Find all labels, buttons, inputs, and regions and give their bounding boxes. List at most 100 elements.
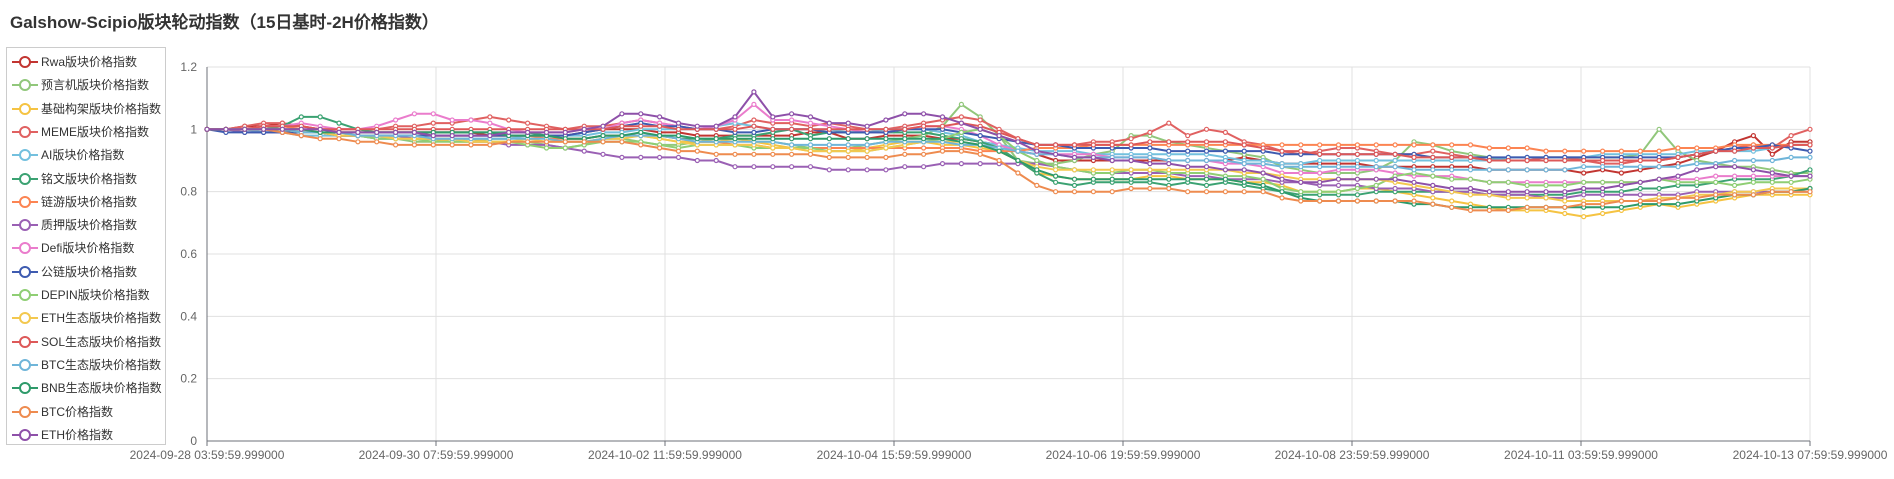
data-point bbox=[1524, 192, 1530, 198]
data-point bbox=[619, 126, 625, 132]
series-line bbox=[207, 115, 1811, 196]
data-point bbox=[374, 129, 380, 135]
data-point bbox=[298, 129, 304, 135]
legend-item[interactable]: SOL生态版块价格指数 bbox=[7, 332, 165, 352]
legend-item[interactable]: BNB生态版块价格指数 bbox=[7, 378, 165, 398]
data-point bbox=[562, 133, 568, 139]
data-point bbox=[1203, 182, 1210, 188]
data-point bbox=[807, 126, 814, 132]
data-point bbox=[638, 133, 644, 139]
data-point bbox=[977, 142, 983, 148]
data-point bbox=[1034, 151, 1040, 157]
data-point bbox=[1052, 157, 1059, 164]
data-point bbox=[524, 142, 531, 148]
data-point bbox=[1618, 182, 1625, 188]
data-point bbox=[883, 145, 889, 151]
data-point bbox=[581, 136, 587, 142]
data-point bbox=[1543, 195, 1549, 201]
legend-item[interactable]: 预言机版块价格指数 bbox=[7, 75, 165, 95]
data-point bbox=[223, 126, 229, 132]
data-point bbox=[1731, 139, 1738, 145]
legend-item[interactable]: Rwa版块价格指数 bbox=[7, 52, 165, 72]
data-point bbox=[1015, 136, 1021, 142]
data-point bbox=[902, 126, 908, 132]
data-point bbox=[1486, 192, 1493, 198]
data-point bbox=[543, 129, 550, 135]
legend-marker-icon bbox=[12, 125, 38, 138]
data-point bbox=[1505, 145, 1511, 151]
data-point bbox=[1034, 151, 1040, 157]
data-point bbox=[1637, 179, 1643, 185]
data-point bbox=[1486, 167, 1493, 173]
data-point bbox=[468, 139, 474, 145]
data-point bbox=[1279, 164, 1285, 170]
data-point bbox=[1675, 151, 1681, 157]
data-point bbox=[543, 139, 550, 145]
data-point bbox=[562, 139, 568, 145]
data-point bbox=[732, 123, 738, 129]
data-point bbox=[958, 120, 965, 126]
data-point bbox=[600, 123, 606, 129]
data-point bbox=[1505, 167, 1511, 173]
legend-item[interactable]: BTC价格指数 bbox=[7, 402, 165, 422]
data-point bbox=[939, 123, 946, 129]
data-point bbox=[1109, 157, 1115, 164]
data-point bbox=[393, 142, 399, 148]
legend-item[interactable]: BTC生态版块价格指数 bbox=[7, 355, 165, 375]
data-point bbox=[788, 145, 795, 151]
legend-item[interactable]: ETH价格指数 bbox=[7, 425, 165, 445]
data-point bbox=[506, 133, 512, 139]
legend-item[interactable]: MEME版块价格指数 bbox=[7, 122, 165, 142]
data-point bbox=[1279, 148, 1285, 154]
data-point bbox=[1713, 148, 1719, 154]
legend-item[interactable]: Defi版块价格指数 bbox=[7, 238, 165, 258]
data-point bbox=[1279, 164, 1285, 170]
data-point bbox=[864, 126, 870, 132]
data-point bbox=[656, 133, 663, 139]
data-point bbox=[864, 142, 870, 148]
data-point bbox=[1411, 182, 1417, 188]
data-point bbox=[1486, 154, 1493, 160]
data-point bbox=[1505, 207, 1511, 213]
data-point bbox=[1750, 173, 1757, 179]
data-point bbox=[1015, 170, 1021, 176]
data-point bbox=[223, 126, 229, 132]
data-point bbox=[279, 129, 285, 135]
data-point bbox=[1581, 154, 1587, 160]
legend-item[interactable]: 铭文版块价格指数 bbox=[7, 169, 165, 189]
data-point bbox=[336, 126, 342, 132]
data-point bbox=[1675, 204, 1681, 210]
data-point bbox=[656, 142, 663, 148]
legend-item[interactable]: DEPIN版块价格指数 bbox=[7, 285, 165, 305]
legend-item[interactable]: AI版块价格指数 bbox=[7, 145, 165, 165]
data-point bbox=[1222, 148, 1229, 154]
data-point bbox=[1185, 176, 1191, 182]
legend-item[interactable]: ETH生态版块价格指数 bbox=[7, 308, 165, 328]
data-point bbox=[449, 136, 455, 142]
data-point bbox=[393, 129, 399, 135]
legend-marker-icon bbox=[12, 265, 38, 278]
legend-item[interactable]: 公链版块价格指数 bbox=[7, 262, 165, 282]
data-point bbox=[562, 145, 568, 151]
data-point bbox=[317, 129, 323, 135]
data-point bbox=[1392, 157, 1398, 164]
legend-item[interactable]: 基础构架版块价格指数 bbox=[7, 99, 165, 119]
data-point bbox=[1166, 120, 1172, 126]
data-point bbox=[1260, 170, 1266, 176]
data-point bbox=[411, 133, 417, 139]
legend-item[interactable]: 质押版块价格指数 bbox=[7, 215, 165, 235]
data-point bbox=[430, 129, 436, 135]
data-point bbox=[1618, 204, 1625, 210]
data-point bbox=[1354, 170, 1361, 176]
legend-item[interactable]: 链游版块价格指数 bbox=[7, 192, 165, 212]
series-5 bbox=[204, 114, 1813, 198]
data-point bbox=[581, 142, 587, 148]
data-point bbox=[732, 142, 738, 148]
data-point bbox=[1166, 167, 1172, 173]
data-point bbox=[1354, 167, 1361, 173]
data-point bbox=[1203, 139, 1210, 145]
data-point bbox=[1260, 189, 1266, 195]
data-point bbox=[1052, 148, 1059, 154]
data-point bbox=[468, 117, 474, 123]
data-point bbox=[864, 129, 870, 135]
